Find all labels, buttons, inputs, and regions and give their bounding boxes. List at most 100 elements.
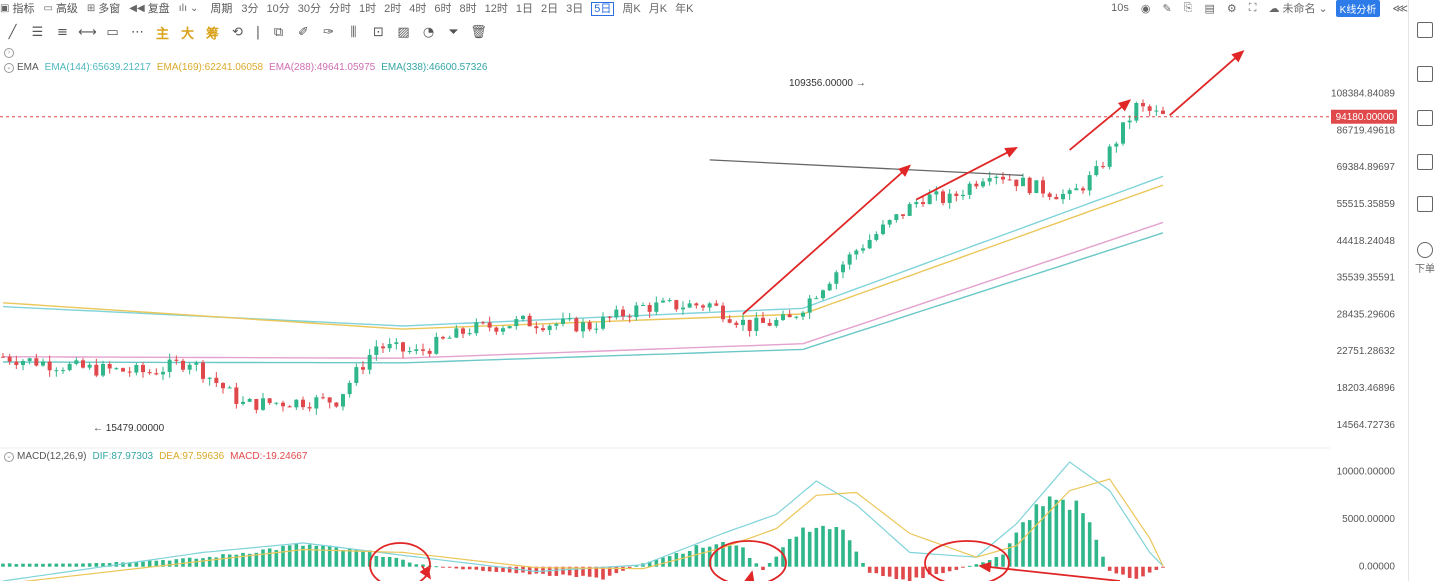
camera-icon[interactable]: ◉ [1140,2,1151,15]
period-tab-8[interactable]: 8时 [459,3,477,15]
document-icon[interactable] [1417,22,1433,38]
period-tab-16[interactable]: 年K [675,3,694,15]
ray-tool-icon[interactable]: ⟷ [78,24,97,40]
pen-icon[interactable]: ✎ [1162,2,1172,15]
period-dropdown[interactable]: ılı ⌄ [179,3,202,14]
period-tab-3[interactable]: 分时 [329,3,352,15]
period-label[interactable]: 周期 [210,3,233,15]
main-chip-button[interactable]: 主 [155,25,169,41]
image-icon[interactable]: ▨ [397,24,410,40]
period-tab-10[interactable]: 1日 [515,3,534,15]
candle-body [547,325,552,331]
macd-bar [467,566,472,570]
macd-legend-name[interactable]: MACD(12,26,9) [17,451,87,462]
advanced-button[interactable]: ▭ 高级 [43,2,78,16]
rewind-icon: ◀◀ [129,2,145,14]
macd-bar [734,545,739,567]
hline-tool-icon[interactable]: ☰ [31,24,44,40]
macd-bar [1121,566,1125,575]
copy-icon[interactable]: ⧉ [273,24,284,40]
layout-name[interactable]: 未命名 [1282,3,1316,15]
eye-icon[interactable]: ⌄ [4,451,14,462]
brush-icon[interactable]: ✑ [323,24,334,40]
trend-arrow-0 [742,164,912,315]
period-tab-15[interactable]: 月K [648,3,668,15]
macd-bar [41,563,45,567]
macd-bar [1081,513,1085,567]
macd-bar [21,563,25,567]
period-tab-7[interactable]: 6时 [434,3,452,15]
multi-window-button[interactable]: ⊞ 多窗 [86,2,121,16]
chart-canvas[interactable]: 109356.00000 → ← 15479.00000 108384.84089… [0,0,1408,581]
period-tab-2[interactable]: 30分 [297,3,322,15]
candle-body [994,176,999,179]
kline-analysis-button[interactable]: K线分析 [1335,0,1381,17]
eye-icon[interactable]: ⌄ [4,62,14,73]
ema-legend-name[interactable]: EMA [17,62,39,73]
more-tool-icon[interactable]: ⋯ [131,24,144,40]
chips-button[interactable]: 筹 [205,25,219,41]
trend-arrow-1 [915,147,1018,201]
collapse-toggle[interactable]: › [4,48,17,58]
period-tab-12[interactable]: 3日 [566,3,584,15]
candle-body [627,316,632,318]
macd-bar [581,566,585,576]
macd-bar [294,543,299,567]
candle-body [54,370,59,372]
rect-tool-icon[interactable]: ▭ [106,24,119,40]
period-tab-5[interactable]: 2时 [384,3,402,15]
magnet-icon[interactable]: ◔ [422,24,435,40]
indicator-button[interactable]: ▣ 指标 [0,2,35,16]
candle-body [1027,177,1032,194]
period-tab-14[interactable]: 周K [622,3,641,15]
macd-bar [261,549,265,567]
template-icon[interactable]: ▤ [1204,2,1215,15]
period-tab-11[interactable]: 2日 [541,3,559,15]
order-label[interactable]: 下单 [1415,264,1435,275]
low-label: ← 15479.00000 [93,423,165,434]
share-icon[interactable]: ⋘ [1392,2,1408,15]
period-tab-0[interactable]: 3分 [241,3,259,15]
candle-body [974,183,979,187]
period-tab-1[interactable]: 10分 [266,3,290,15]
save-icon[interactable]: ⎘ [1183,1,1193,14]
channel-tool-icon[interactable]: ≡ [57,24,68,40]
cloud-icon[interactable]: ☁ [1268,2,1280,15]
macd-bar [634,565,639,567]
candle-body [374,346,379,355]
macd-tick-label: 0.00000 [1359,562,1396,573]
fullscreen-icon[interactable]: ⛶ [1248,1,1257,14]
period-tab-9[interactable]: 12时 [484,3,508,15]
macd-bar [107,563,112,567]
refresh-interval[interactable]: 10s [1111,2,1129,14]
period-tab-4[interactable]: 1时 [359,3,377,15]
settings-icon[interactable]: ⚙ [1226,2,1237,15]
filter-icon[interactable]: ⏷ [448,24,459,40]
chevron-down-icon[interactable]: ⌄ [1318,2,1328,15]
candle-body [1,356,5,358]
keyboard-icon[interactable] [1417,196,1433,212]
macd-bar [381,557,385,567]
period-tab-6[interactable]: 4时 [409,3,427,15]
period-tab-13[interactable]: 5日 [591,2,615,16]
replay-button[interactable]: ◀◀ 复盘 [129,2,170,16]
line-tool-icon[interactable]: ╱ [8,24,17,40]
monitor-icon[interactable] [1417,154,1433,170]
sync-icon[interactable]: ⟲ [232,24,243,40]
pattern-icon[interactable]: ⫼ [350,24,357,40]
candle-body [421,349,425,351]
candle-body [661,300,665,303]
book-icon[interactable] [1417,66,1433,82]
candle-body [947,193,952,203]
trash-icon[interactable]: 🗑 [470,24,487,40]
ruler-icon[interactable]: ✐ [298,24,309,40]
candle-body [334,402,339,407]
candle-body [921,202,925,205]
candle-body [1054,196,1059,200]
text-icon[interactable]: ⊡ [373,24,384,40]
candle-body [121,368,125,372]
order-icon[interactable] [1417,242,1433,258]
macd-bar [714,544,719,567]
chart-icon[interactable] [1417,110,1433,126]
big-chip-button[interactable]: 大 [180,25,194,41]
